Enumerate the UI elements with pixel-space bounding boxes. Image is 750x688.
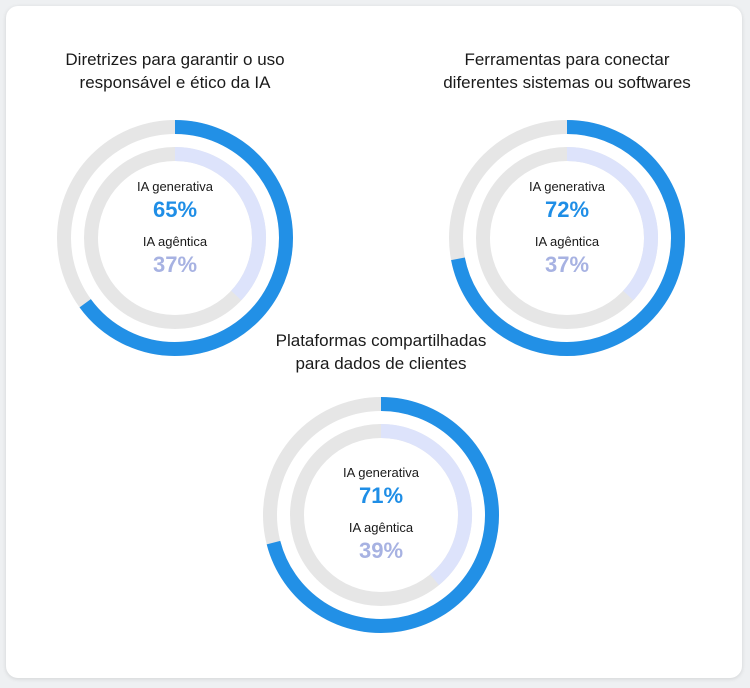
chart-title: Ferramentas para conectar diferentes sis…	[442, 48, 692, 94]
inner-ring-arc-agentic	[380, 424, 472, 586]
series-label-agentic: IA agêntica	[142, 234, 208, 249]
value-agentic: 37%	[152, 252, 198, 277]
chart-panel-1: Diretrizes para garantir o uso responsáv…	[50, 48, 300, 356]
series-label-generative: IA generativa	[529, 179, 605, 194]
series-label-agentic: IA agêntica	[534, 234, 600, 249]
chart-title-line: Ferramentas para conectar	[464, 50, 670, 69]
chart-title-line: Diretrizes para garantir o uso	[65, 50, 285, 69]
chart-title-line: Plataformas compartilhadas	[275, 331, 487, 350]
chart-title-line: responsável e ético da IA	[79, 73, 271, 92]
outer-ring-arc-generative	[79, 120, 293, 356]
series-label-agentic: IA agêntica	[348, 520, 414, 535]
value-agentic: 37%	[544, 252, 590, 277]
donut-chart	[57, 120, 293, 356]
chart-title: Diretrizes para garantir o uso responsáv…	[50, 48, 300, 94]
donut-chart	[449, 120, 685, 356]
inner-ring-arc-agentic	[566, 147, 658, 301]
inner-ring-arc-agentic	[174, 147, 266, 301]
outer-ring-arc-generative	[451, 120, 685, 356]
series-label-generative: IA generativa	[137, 179, 213, 194]
chart-title: Plataformas compartilhadas para dados de…	[256, 329, 506, 375]
value-agentic: 39%	[358, 538, 404, 563]
chart-title-line: diferentes sistemas ou softwares	[443, 73, 691, 92]
chart-panel-2: Ferramentas para conectar diferentes sis…	[442, 48, 692, 356]
outer-ring-arc-generative	[266, 397, 499, 633]
series-label-generative: IA generativa	[343, 465, 419, 480]
chart-panel-3: Plataformas compartilhadas para dados de…	[256, 329, 506, 633]
chart-card: Diretrizes para garantir o uso responsáv…	[6, 6, 742, 678]
value-generative: 65%	[152, 197, 198, 222]
value-generative: 72%	[544, 197, 590, 222]
chart-title-line: para dados de clientes	[295, 354, 467, 373]
value-generative: 71%	[358, 483, 404, 508]
donut-chart	[263, 397, 499, 633]
